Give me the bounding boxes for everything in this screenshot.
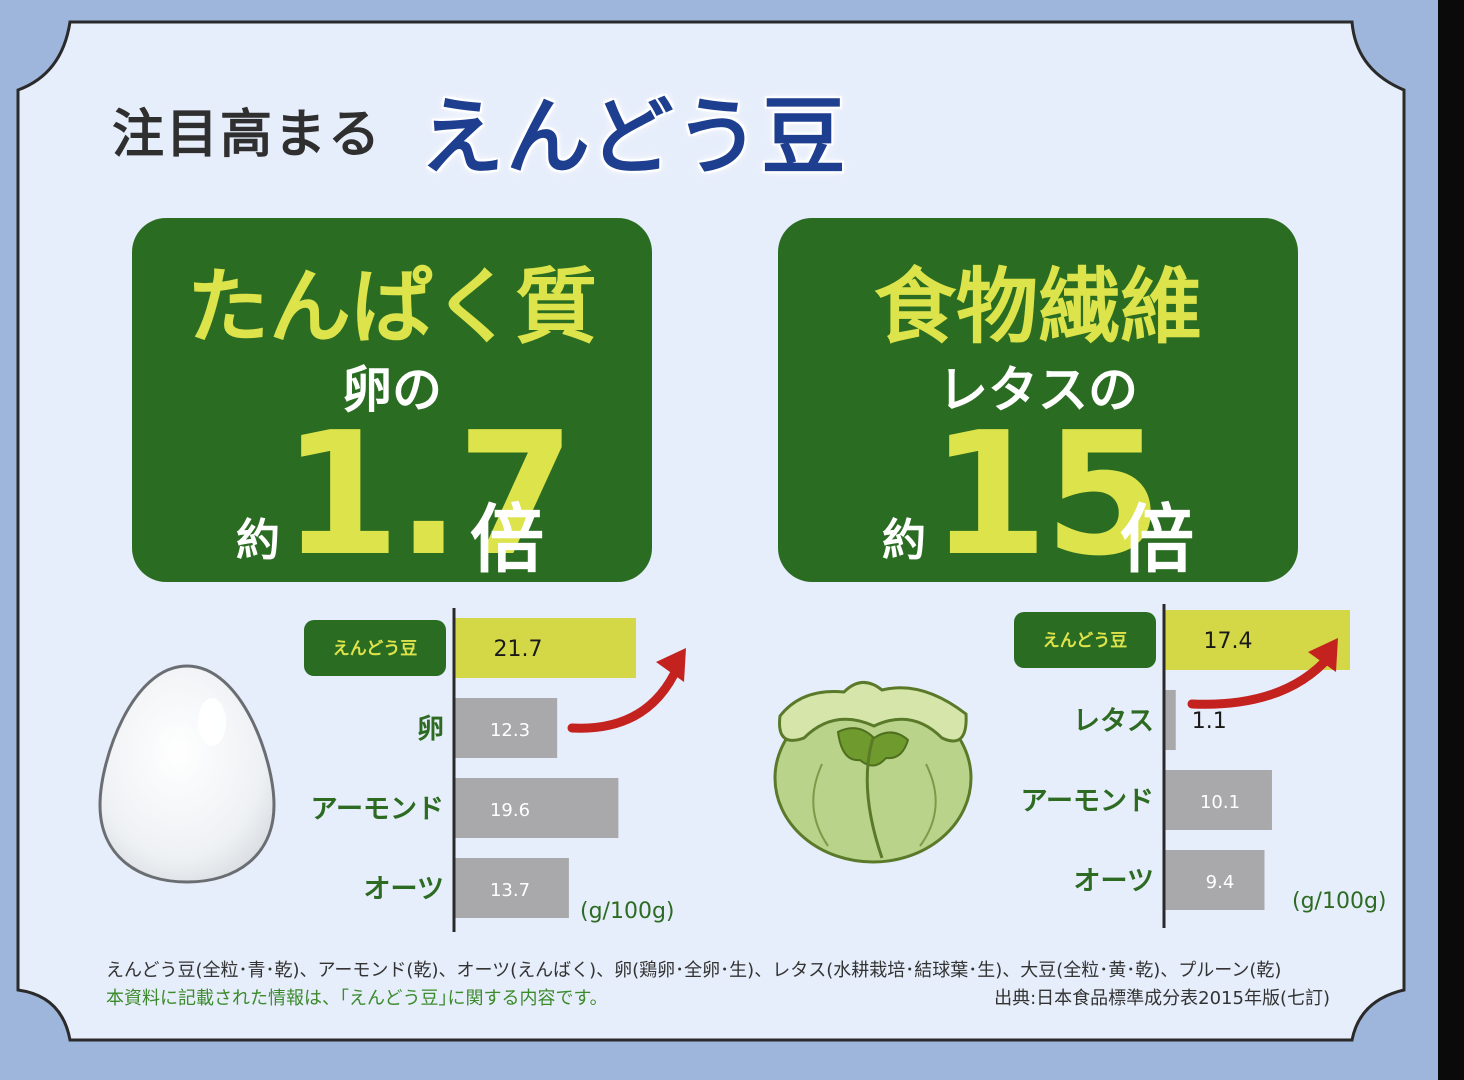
value-label-2: 19.6 <box>490 800 530 821</box>
protein-approx: 約 <box>236 515 280 566</box>
bar-1 <box>1164 690 1176 750</box>
red-arrow-icon <box>1187 638 1338 709</box>
bar-3 <box>454 858 569 918</box>
unit-label: (g/100g) <box>580 899 675 924</box>
category-label-1: レタス <box>1073 706 1154 737</box>
unit-label: (g/100g) <box>1292 889 1387 914</box>
page-title-emphasis: えんどう豆 <box>420 88 848 186</box>
bar-3 <box>1164 850 1265 910</box>
category-label-2: アーモンド <box>311 794 444 825</box>
lettuce-illustration <box>773 681 973 864</box>
fiber-panel: 食物繊維 レタスの 約 15 倍 <box>778 218 1298 594</box>
bar-1 <box>454 698 558 758</box>
bar-0 <box>454 618 636 678</box>
fiber-multiplier: 15 <box>930 396 1163 594</box>
fiber-bar-chart: えんどう豆 17.4 レタス 1.1 アーモンド 10.1 オーツ 9.4 (g/100g) <box>1014 604 1387 928</box>
protein-subject: 卵の <box>342 361 442 419</box>
highlight-category-badge <box>304 620 446 676</box>
value-label-3: 9.4 <box>1206 872 1235 893</box>
value-label-0: 21.7 <box>494 637 543 662</box>
category-label-2: アーモンド <box>1021 786 1154 817</box>
fiber-heading: 食物繊維 <box>873 260 1202 355</box>
value-label-3: 13.7 <box>490 880 530 901</box>
category-label-0: えんどう豆 <box>1043 631 1128 651</box>
protein-times: 倍 <box>470 497 544 583</box>
protein-multiplier: 1.7 <box>282 396 575 594</box>
fiber-approx: 約 <box>882 515 926 566</box>
footnote-disclaimer: 本資料に記載された情報は、｢えんどう豆｣に関する内容です。 <box>106 988 608 1009</box>
highlight-category-badge <box>1014 612 1156 668</box>
category-label-0: えんどう豆 <box>333 639 418 659</box>
bar-2 <box>454 778 619 838</box>
footnote-sources: えんどう豆(全粒･青･乾)、アーモンド(乾)、オーツ(えんばく)、卵(鶏卵･全卵… <box>106 960 1282 981</box>
category-label-3: オーツ <box>1074 866 1154 897</box>
fiber-subject: レタスの <box>938 361 1138 419</box>
protein-panel: たんぱく質 卵の 約 1.7 倍 <box>132 218 652 594</box>
category-label-3: オーツ <box>364 874 444 905</box>
fiber-times: 倍 <box>1120 497 1194 583</box>
value-label-1: 1.1 <box>1192 709 1227 734</box>
bar-2 <box>1164 770 1272 830</box>
category-label-1: 卵 <box>417 714 444 745</box>
page-title-prefix: 注目高まる <box>112 105 383 165</box>
egg-illustration <box>98 664 276 884</box>
red-arrow-icon <box>567 648 686 733</box>
value-label-1: 12.3 <box>490 720 530 741</box>
bar-0 <box>1164 610 1350 670</box>
protein-bar-chart: えんどう豆 21.7 卵 12.3 アーモンド 19.6 オーツ 13.7 (g/100g) <box>304 608 686 932</box>
source-citation: 出典:日本食品標準成分表2015年版(七訂) <box>994 988 1330 1009</box>
protein-heading: たんぱく質 <box>186 260 597 355</box>
value-label-0: 17.4 <box>1204 629 1253 654</box>
value-label-2: 10.1 <box>1200 792 1240 813</box>
